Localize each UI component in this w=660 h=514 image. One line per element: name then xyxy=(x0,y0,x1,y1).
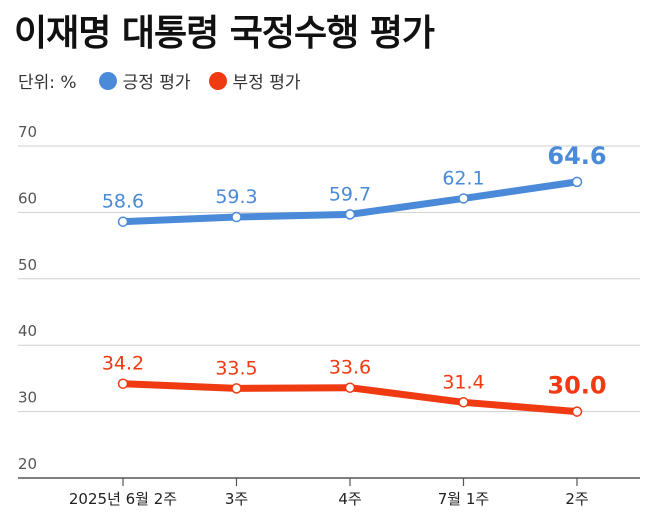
data-label: 59.3 xyxy=(215,186,257,208)
data-point xyxy=(117,216,129,227)
data-label: 31.4 xyxy=(442,371,484,393)
data-label: 59.7 xyxy=(329,183,371,205)
data-point xyxy=(458,397,469,408)
data-label: 34.2 xyxy=(102,353,144,375)
x-tick-label: 7월 1주 xyxy=(438,490,489,508)
data-label: 58.6 xyxy=(102,191,144,213)
data-point xyxy=(344,382,356,393)
y-tick-label: 30 xyxy=(18,389,37,407)
legend-label-positive: 긍정 평가 xyxy=(122,73,191,93)
data-point xyxy=(231,383,242,394)
data-point xyxy=(571,176,583,188)
data-label: 33.6 xyxy=(329,357,371,379)
y-tick-label: 60 xyxy=(18,189,37,207)
legend-dot-positive xyxy=(98,71,117,90)
unit-label: 단위: % xyxy=(18,73,77,93)
legend-item-negative: 부정 평가 xyxy=(208,68,301,93)
y-tick-label: 40 xyxy=(18,322,37,340)
data-point xyxy=(344,209,356,220)
legend-label-negative: 부정 평가 xyxy=(232,73,301,93)
legend-item-positive: 긍정 평가 xyxy=(98,68,191,93)
legend-dot-negative xyxy=(208,71,227,90)
y-tick-label: 20 xyxy=(18,455,37,473)
x-tick-label: 2주 xyxy=(565,490,588,508)
data-label: 30.0 xyxy=(547,372,606,400)
y-tick-label: 70 xyxy=(18,123,37,141)
data-point xyxy=(458,193,469,204)
y-tick-label: 50 xyxy=(18,256,37,274)
data-point xyxy=(571,406,583,417)
data-point xyxy=(117,378,129,389)
data-label: 62.1 xyxy=(442,167,484,189)
data-label: 33.5 xyxy=(215,357,257,379)
data-point xyxy=(231,211,242,223)
chart-title: 이재명 대통령 국정수행 평가 xyxy=(14,13,435,54)
legend: 단위: % 긍정 평가 부정 평가 xyxy=(18,68,319,93)
data-label: 64.6 xyxy=(547,142,606,170)
x-tick-label: 2025년 6월 2주 xyxy=(69,490,177,508)
x-tick-label: 4주 xyxy=(338,490,361,508)
x-tick-label: 3주 xyxy=(225,490,248,508)
